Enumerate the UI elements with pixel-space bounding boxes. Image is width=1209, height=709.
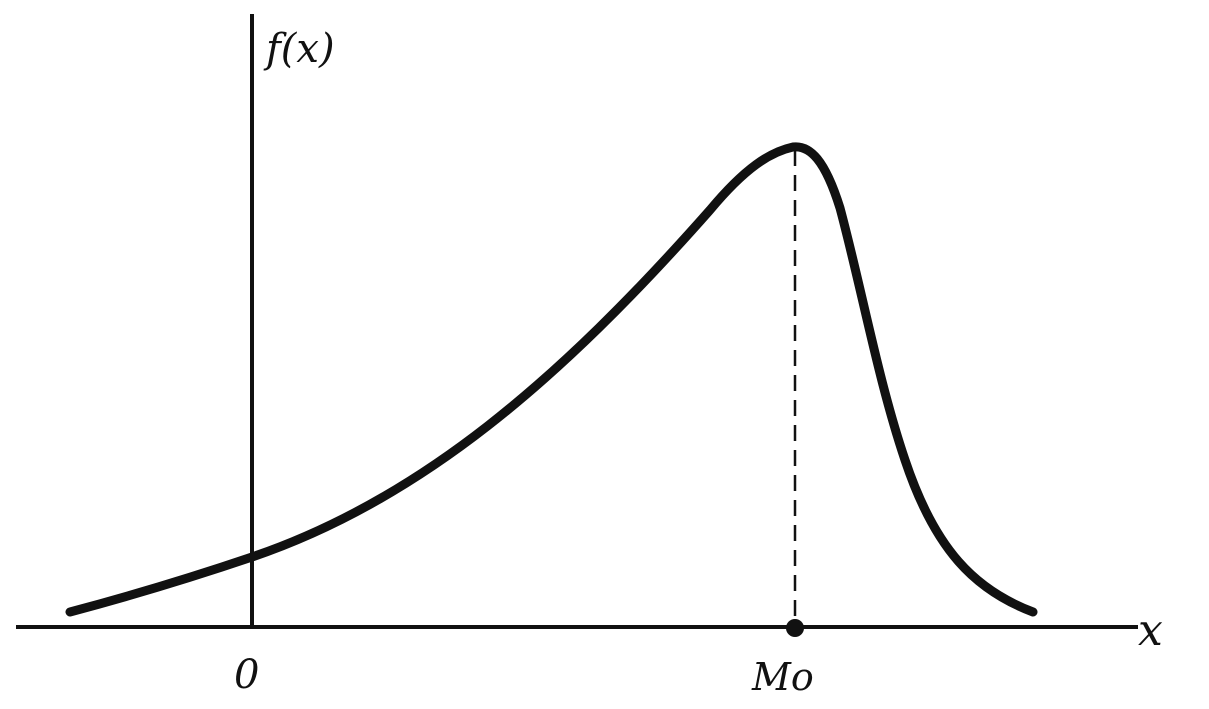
x-axis-label: x — [1138, 605, 1163, 656]
y-axis-label: f(x) — [263, 26, 335, 72]
origin-label: 0 — [234, 652, 259, 698]
mode-label: Mo — [751, 655, 814, 699]
mode-point — [786, 619, 804, 637]
density-curve — [65, 142, 1038, 617]
